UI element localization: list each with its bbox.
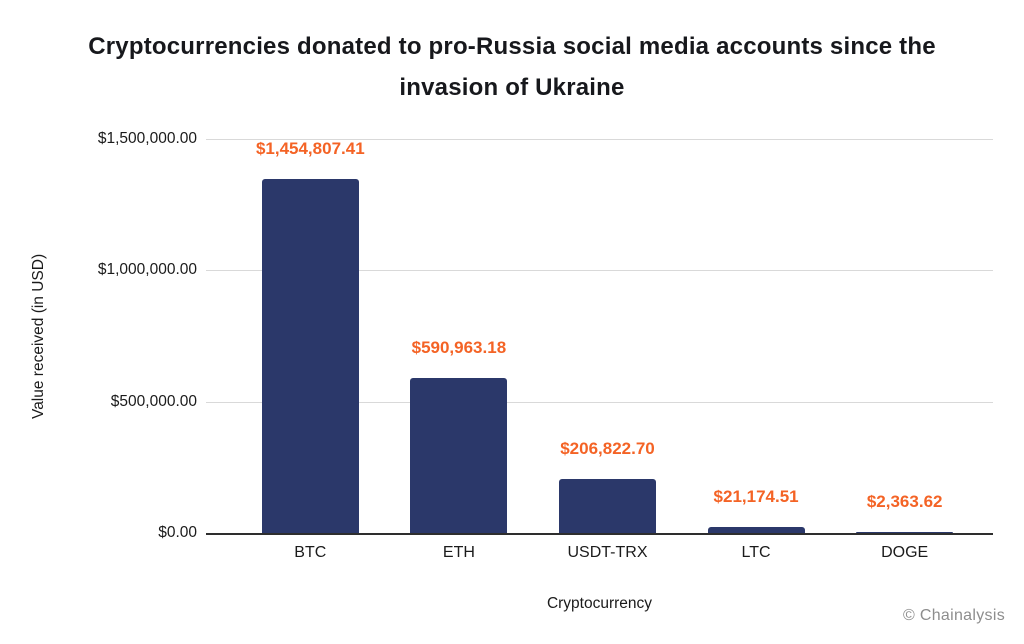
x-tick-label-doge: DOGE xyxy=(881,544,929,561)
bar-value-label: $21,174.51 xyxy=(713,487,799,507)
x-tick-label-usdt-trx: USDT-TRX xyxy=(567,544,648,561)
gridline-1500000 xyxy=(206,139,993,140)
y-tick-label: $1,500,000.00 xyxy=(97,130,197,147)
bar-usdt-trx xyxy=(558,478,656,533)
bar-value-label: $206,822.70 xyxy=(560,438,655,458)
y-tick-label: $1,000,000.00 xyxy=(97,261,197,279)
bar-eth xyxy=(410,377,508,533)
bar-column-doge: $2,363.62 DOGE xyxy=(830,139,979,561)
bar-value-label: $2,363.62 xyxy=(866,492,943,512)
gridline-500000 xyxy=(206,401,993,403)
y-tick-label: $0.00 xyxy=(158,524,197,541)
chainalysis-watermark: © Chainalysis xyxy=(903,607,1005,624)
bar-column-usdt-trx: $206,822.70 USDT-TRX xyxy=(533,139,682,561)
y-tick-label: $500,000.00 xyxy=(110,392,197,410)
y-axis-title: Value received (in USD) xyxy=(30,253,47,419)
chart-title-line-1: Cryptocurrencies donated to pro-Russia s… xyxy=(88,33,936,60)
chart-title-line-2: invasion of Ukraine xyxy=(399,74,625,101)
x-tick-label-btc: BTC xyxy=(294,544,327,561)
x-tick-label-eth: ETH xyxy=(442,544,475,561)
bar-doge xyxy=(856,532,954,533)
x-tick-label-ltc: LTC xyxy=(741,544,771,561)
gridline-1000000 xyxy=(206,270,993,272)
bar-btc xyxy=(261,179,359,533)
bar-column-ltc: $21,174.51 LTC xyxy=(682,139,831,561)
bar-value-label: $590,963.18 xyxy=(411,337,507,357)
bar-column-eth: $590,963.18 ETH xyxy=(385,139,534,561)
bar-ltc xyxy=(707,527,805,533)
bar-column-btc: $1,454,807.41 BTC xyxy=(236,139,385,561)
x-axis-title: Cryptocurrency xyxy=(546,595,653,612)
chart-title: Cryptocurrencies donated to pro-Russia s… xyxy=(0,26,1024,108)
bar-value-label: $1,454,807.41 xyxy=(255,139,365,158)
bar-series: $1,454,807.41 BTC $590,963.18 ETH $206,8… xyxy=(206,139,993,561)
plot-area: $1,500,000.00 $1,000,000.00 $500,000.00 … xyxy=(98,130,993,561)
